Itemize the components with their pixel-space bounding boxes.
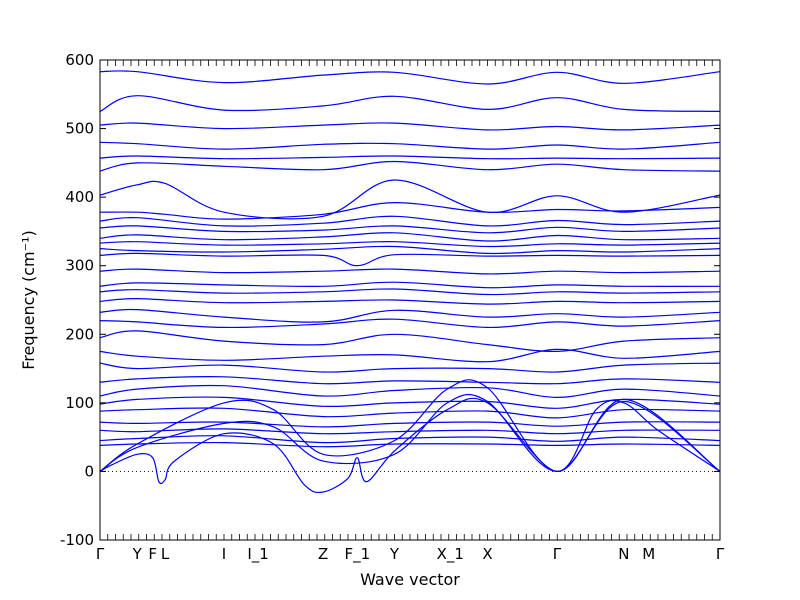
y-tick-label: 600 — [65, 51, 94, 69]
y-tick-label: 200 — [65, 325, 94, 343]
band-line-12 — [99, 241, 721, 248]
y-axis-title: Frequency (cm⁻¹) — [19, 230, 38, 369]
x-tick-label: X_1 — [437, 545, 464, 564]
x-tick-label: F — [148, 545, 157, 563]
band-line-14 — [99, 252, 721, 267]
x-tick-label: Γ — [96, 545, 105, 563]
band-line-13 — [99, 245, 721, 255]
series-layer — [99, 70, 721, 494]
x-tick-label: Γ — [716, 545, 725, 563]
y-tick-label: 100 — [65, 394, 94, 412]
band-line-25 — [99, 384, 721, 399]
band-line-20 — [99, 318, 721, 329]
band-line-27 — [99, 407, 721, 419]
x-axis-title: Wave vector — [360, 570, 460, 589]
y-tick-label: 300 — [65, 257, 94, 275]
band-line-17 — [99, 288, 721, 296]
x-tick-label: I — [222, 545, 226, 563]
x-tick-label: F_1 — [344, 545, 370, 564]
band-line-2 — [99, 95, 721, 112]
x-tick-label: M — [642, 545, 655, 563]
x-tick-label: X — [482, 545, 492, 563]
band-line-23 — [99, 362, 721, 373]
band-line-33 — [99, 394, 721, 473]
plot-frame — [99, 59, 721, 541]
band-line-16 — [99, 281, 721, 289]
y-tick-label: 0 — [84, 462, 94, 480]
band-line-22 — [99, 348, 721, 363]
x-tick-label: Y — [389, 545, 400, 563]
band-line-18 — [99, 297, 721, 305]
x-tick-label: Z — [318, 545, 328, 563]
x-tick-label: N — [618, 545, 629, 563]
band-line-34 — [99, 379, 721, 473]
band-line-15 — [99, 268, 721, 275]
band-line-3 — [99, 122, 721, 131]
band-line-29 — [99, 428, 721, 435]
band-line-28 — [99, 421, 721, 428]
band-line-24 — [99, 376, 721, 385]
band-line-6 — [99, 160, 721, 172]
y-tick-label: 500 — [65, 120, 94, 138]
band-line-9 — [99, 215, 721, 227]
x-tick-label: Γ — [553, 545, 562, 563]
band-line-8 — [99, 201, 721, 220]
band-line-10 — [99, 225, 721, 234]
band-line-1 — [99, 70, 721, 85]
band-line-4 — [99, 141, 721, 150]
y-tick-label: 400 — [65, 188, 94, 206]
band-line-11 — [99, 232, 721, 242]
band-line-26 — [99, 396, 721, 409]
x-tick-label: Y — [132, 545, 143, 563]
y-tick-label: -100 — [60, 531, 94, 549]
band-line-19 — [99, 308, 721, 323]
band-line-32 — [99, 397, 721, 494]
x-tick-label: L — [161, 545, 170, 563]
band-line-21 — [99, 330, 721, 353]
band-line-31 — [99, 441, 721, 448]
x-tick-label: I_1 — [247, 545, 268, 564]
band-line-7 — [99, 179, 721, 220]
band-line-5 — [99, 155, 721, 160]
